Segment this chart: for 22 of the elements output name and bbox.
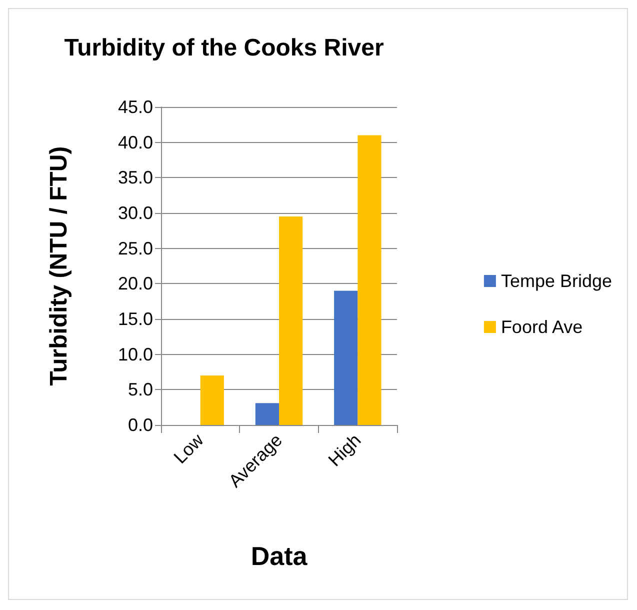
x-axis-title: Data — [250, 541, 308, 571]
chart-title: Turbidity of the Cooks River — [64, 34, 384, 62]
y-axis-title: Turbidity (NTU / FTU) — [46, 146, 72, 386]
legend-label: Foord Ave — [500, 317, 583, 337]
y-tick-label: 30.0 — [118, 203, 153, 223]
legend-label: Tempe Bridge — [500, 271, 612, 291]
bar — [200, 376, 224, 425]
y-tick-label: 35.0 — [118, 168, 153, 188]
y-tick-label: 15.0 — [118, 309, 153, 329]
bar — [358, 135, 382, 425]
x-tick-label: Low — [170, 429, 208, 468]
bar — [255, 403, 279, 425]
y-tick-label: 40.0 — [118, 132, 153, 152]
x-tick-label: High — [324, 430, 365, 470]
y-tick-label: 5.0 — [128, 380, 153, 400]
bar — [334, 290, 358, 425]
bar — [279, 216, 303, 425]
y-tick-label: 20.0 — [118, 274, 153, 294]
y-tick-label: 0.0 — [128, 415, 153, 435]
y-tick-label: 45.0 — [118, 97, 153, 117]
y-tick-label: 25.0 — [118, 238, 153, 258]
y-tick-label: 10.0 — [118, 344, 153, 364]
